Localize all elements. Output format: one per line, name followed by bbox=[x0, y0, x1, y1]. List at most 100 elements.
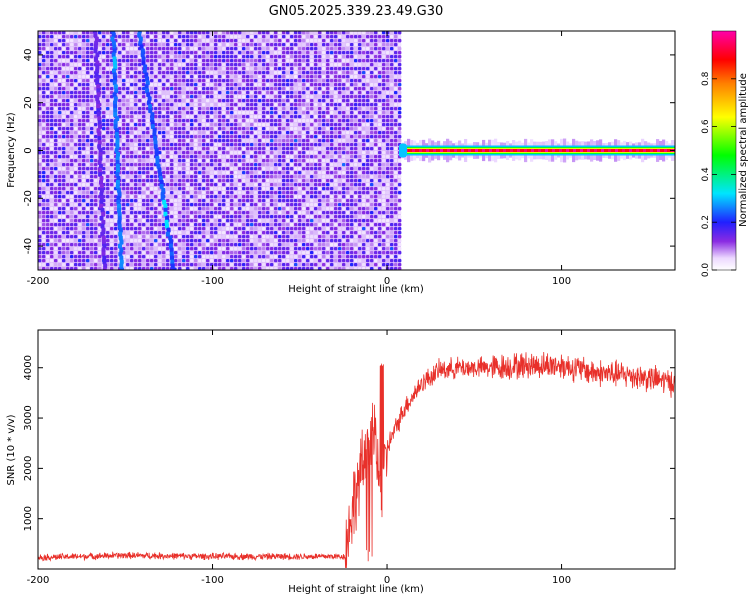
spectrogram-cell bbox=[118, 67, 122, 71]
spectrogram-cell bbox=[190, 155, 194, 159]
spectrogram-cell bbox=[114, 235, 118, 239]
spectrogram-cell bbox=[218, 187, 222, 191]
spectrogram-cell bbox=[130, 83, 134, 87]
spectrogram-cell bbox=[134, 199, 138, 203]
spectrogram-cell bbox=[282, 183, 286, 187]
spectrogram-cell bbox=[150, 243, 154, 247]
spectrogram-cell bbox=[338, 159, 342, 163]
spectrogram-cell bbox=[162, 147, 166, 151]
spectrogram-cell bbox=[134, 243, 138, 247]
spectrogram-cell bbox=[310, 115, 314, 119]
spectrogram-cell bbox=[182, 187, 186, 191]
spectrogram-cell bbox=[358, 79, 362, 83]
spectrogram-cell bbox=[310, 211, 314, 215]
spectrogram-cell bbox=[222, 175, 226, 179]
spectrogram-cell bbox=[258, 143, 262, 147]
spectrogram-cell bbox=[158, 111, 162, 115]
spectrogram-cell bbox=[238, 59, 242, 63]
spectrogram-cell bbox=[270, 183, 274, 187]
spectrogram-cell bbox=[174, 219, 178, 223]
spectrogram-cell bbox=[158, 151, 162, 155]
spectrogram-cell bbox=[74, 247, 78, 251]
spectrogram-cell bbox=[222, 219, 226, 223]
spectrogram-cell bbox=[150, 91, 154, 95]
spectrogram-cell bbox=[82, 207, 86, 211]
spectrogram-cell bbox=[126, 127, 130, 131]
spectrogram-cell bbox=[270, 119, 274, 123]
spectrogram-cell bbox=[106, 39, 110, 43]
spectrogram-cell bbox=[194, 239, 198, 243]
spectrogram-cell bbox=[190, 167, 194, 171]
spectrogram-cell bbox=[106, 147, 110, 151]
spectrogram-cell bbox=[182, 219, 186, 223]
spectrogram-cell bbox=[50, 163, 54, 167]
spectrogram-cell bbox=[90, 67, 94, 71]
spectrogram-cell bbox=[62, 103, 66, 107]
spectrogram-cell bbox=[354, 239, 358, 243]
spectrogram-cell bbox=[66, 35, 70, 39]
spectrogram-cell bbox=[338, 55, 342, 59]
spectrogram-cell bbox=[286, 159, 290, 163]
spectrogram-cell bbox=[242, 83, 246, 87]
spectrogram-cell bbox=[326, 203, 330, 207]
spectrogram-cell bbox=[42, 263, 46, 267]
spectrogram-cell bbox=[366, 59, 370, 63]
spectrogram-cell bbox=[338, 71, 342, 75]
spectrogram-cell bbox=[210, 119, 214, 123]
spectrogram-cell bbox=[358, 63, 362, 67]
spectrogram-cell bbox=[42, 83, 46, 87]
spectrogram-cell bbox=[274, 255, 278, 259]
spectrogram-cell bbox=[78, 211, 82, 215]
spectrogram-cell bbox=[334, 91, 338, 95]
spectrogram-cell bbox=[50, 95, 54, 99]
spectrogram-cell bbox=[302, 267, 306, 270]
spectrogram-cell bbox=[46, 43, 50, 47]
spectrogram-cell bbox=[138, 211, 142, 215]
spectrogram-cell bbox=[82, 91, 86, 95]
spectrogram-cell bbox=[130, 91, 134, 95]
spectrogram-cell bbox=[122, 47, 126, 51]
spectrogram-cell bbox=[274, 131, 278, 135]
spectrogram-cell bbox=[346, 255, 350, 259]
spectrogram-cell bbox=[366, 255, 370, 259]
spectrogram-cell bbox=[274, 191, 278, 195]
spectrogram-cell bbox=[310, 39, 314, 43]
spectrogram-cell bbox=[322, 163, 326, 167]
spectrogram-cell bbox=[106, 123, 110, 127]
spectrogram-cell bbox=[174, 223, 178, 227]
spectrogram-cell bbox=[298, 187, 302, 191]
spectrogram-cell bbox=[310, 191, 314, 195]
spectrogram-cell bbox=[214, 183, 218, 187]
spectrogram-cell bbox=[58, 115, 62, 119]
spectrogram-cell bbox=[106, 107, 110, 111]
spectrogram-cell bbox=[294, 171, 298, 175]
spectrogram-cell bbox=[66, 47, 70, 51]
spectrogram-cell bbox=[278, 251, 282, 255]
spectrogram-cell bbox=[298, 191, 302, 195]
spectrogram-cell bbox=[306, 47, 310, 51]
spectrogram-cell bbox=[238, 87, 242, 91]
spectrogram-cell bbox=[258, 119, 262, 123]
spectrogram-cell bbox=[354, 263, 358, 267]
spectrogram-cell bbox=[270, 83, 274, 87]
spectrogram-cell bbox=[330, 235, 334, 239]
spectrogram-cell bbox=[70, 191, 74, 195]
spectrogram-cell bbox=[218, 35, 222, 39]
spectrogram-cell bbox=[142, 263, 146, 267]
spectrogram-cell bbox=[262, 263, 266, 267]
spectrogram-cell bbox=[230, 111, 234, 115]
spectrogram-cell bbox=[194, 151, 198, 155]
spectrogram-cell bbox=[86, 119, 90, 123]
spectrogram-cell bbox=[126, 87, 130, 91]
spectrogram-cell bbox=[298, 211, 302, 215]
spectrogram-cell bbox=[274, 247, 278, 251]
spectrogram-cell bbox=[242, 199, 246, 203]
spectrogram-cell bbox=[42, 259, 46, 263]
spectrogram-cell bbox=[290, 163, 294, 167]
spectrogram-cell bbox=[358, 103, 362, 107]
spectrogram-cell bbox=[318, 187, 322, 191]
spectrogram-cell bbox=[46, 223, 50, 227]
spectrogram-cell bbox=[286, 35, 290, 39]
spectrogram-cell bbox=[286, 143, 290, 147]
spectrogram-cell bbox=[150, 239, 154, 243]
